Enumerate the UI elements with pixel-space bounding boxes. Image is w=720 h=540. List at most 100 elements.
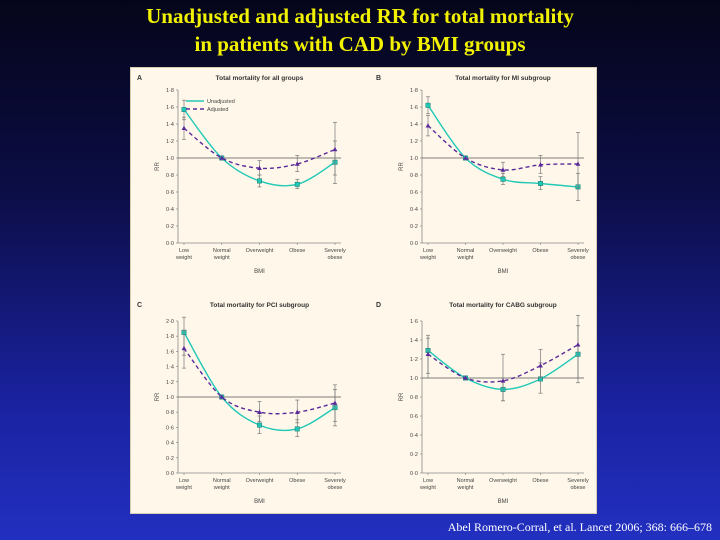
series-line-adjusted [183, 347, 336, 415]
x-tick-label: Normal [213, 248, 231, 254]
x-tick-label: weight [213, 485, 230, 491]
y-tick-label: 1·8 [166, 88, 174, 94]
y-tick-label: 0·2 [166, 224, 174, 230]
x-tick-label: Low [179, 478, 189, 484]
y-tick-label: 1·0 [166, 156, 174, 162]
data-point-unadjusted [294, 426, 300, 432]
y-tick-label: 1·6 [166, 105, 174, 111]
y-tick-label: 0·2 [166, 456, 174, 462]
data-point-unadjusted [257, 178, 262, 184]
data-point-adjusted [500, 167, 506, 172]
y-tick-label: 0·6 [166, 425, 174, 431]
x-tick-label: Normal [213, 478, 231, 484]
y-tick-label: 1·6 [166, 349, 174, 355]
x-tick-label: weight [213, 255, 230, 261]
x-tick-label: Low [423, 248, 433, 254]
y-axis-label: RR [155, 162, 161, 171]
x-tick-label: obese [571, 485, 586, 491]
x-axis-label: BMI [254, 499, 265, 505]
y-axis-label: RR [399, 392, 405, 401]
x-tick-label: Obese [532, 478, 548, 484]
y-tick-label: 1·4 [410, 338, 418, 344]
data-point-adjusted [500, 378, 506, 383]
x-tick-label: Overweight [489, 478, 517, 484]
data-point-adjusted [463, 155, 468, 160]
x-tick-label: Obese [532, 248, 548, 254]
x-tick-label: Obese [289, 478, 305, 484]
x-tick-label: Overweight [246, 478, 274, 484]
data-point-unadjusted [181, 107, 187, 112]
x-tick-label: Severely [567, 248, 589, 254]
series-line-adjusted [427, 344, 579, 383]
y-tick-label: 1·0 [166, 395, 174, 401]
data-point-adjusted [538, 162, 543, 167]
y-tick-label: 1·4 [410, 122, 418, 128]
y-tick-label: 1·2 [410, 357, 418, 363]
slide-title: Unadjusted and adjusted RR for total mor… [0, 2, 720, 58]
y-tick-label: 0·8 [410, 395, 418, 401]
x-tick-label: Severely [567, 478, 589, 484]
legend-label: Adjusted [207, 107, 228, 113]
panel-title: Total mortality for PCI subgroup [210, 302, 309, 309]
y-axis-label: RR [399, 162, 405, 171]
x-tick-label: Severely [324, 478, 346, 484]
chart-panel-b: B Total mortality for MI subgroup 0·0 0·2 0·… [376, 75, 589, 275]
data-point-adjusted [332, 400, 338, 405]
x-tick-label: weight [457, 485, 474, 491]
data-point-unadjusted [538, 181, 543, 186]
y-tick-label: 0·8 [166, 173, 174, 179]
slide-title-line-2: in patients with CAD by BMI groups [194, 32, 526, 56]
data-point-adjusted [257, 409, 262, 414]
y-tick-label: 0·6 [166, 190, 174, 196]
x-axis-label: BMI [498, 269, 509, 275]
data-point-adjusted [219, 155, 225, 160]
x-tick-label: obese [571, 255, 586, 261]
chart-figure: A Total mortality for all groups 0·0 0·2 0·4… [137, 75, 589, 505]
panel-letter: A [137, 75, 142, 82]
y-tick-label: 1·0 [410, 156, 418, 162]
y-tick-label: 1·6 [410, 105, 418, 111]
citation: Abel Romero-Corral, et al. Lancet 2006; … [447, 520, 712, 534]
data-point-adjusted [332, 146, 338, 152]
x-tick-label: Severely [324, 248, 346, 254]
y-tick-label: 1·2 [410, 139, 418, 145]
y-axis-label: RR [155, 392, 161, 401]
panel-letter: B [376, 75, 381, 82]
y-tick-label: 1·6 [410, 319, 418, 325]
chart-legend: Unadjusted Adjusted [186, 99, 235, 113]
data-point-adjusted [463, 375, 468, 380]
data-point-adjusted [219, 394, 225, 399]
data-point-adjusted [294, 161, 300, 166]
x-tick-label: Overweight [246, 248, 274, 254]
x-tick-label: weight [419, 255, 436, 261]
data-point-unadjusted [425, 102, 431, 108]
data-point-adjusted [538, 363, 543, 368]
x-axis-label: BMI [254, 269, 265, 275]
y-tick-label: 0·2 [410, 224, 418, 230]
y-tick-label: 1·8 [166, 334, 174, 340]
legend-label: Unadjusted [207, 99, 235, 105]
data-point-unadjusted [500, 176, 506, 182]
y-tick-label: 0·4 [166, 441, 174, 447]
chart-panel-c: C Total mortality for PCI subgroup 0·0 0·2 0… [137, 302, 346, 505]
y-tick-label: 1·2 [166, 380, 174, 386]
panel-title: Total mortality for MI subgroup [455, 75, 551, 82]
chart-panel-a: A Total mortality for all groups 0·0 0·2 0·4… [137, 75, 346, 275]
y-tick-label: 0·6 [410, 414, 418, 420]
y-tick-label: 1·4 [166, 365, 174, 371]
y-tick-label: 0·4 [166, 207, 174, 213]
x-axis-label: BMI [498, 499, 509, 505]
panel-letter: C [137, 302, 142, 309]
data-point-adjusted [181, 345, 187, 351]
panel-letter: D [376, 302, 381, 309]
x-tick-label: obese [328, 255, 343, 261]
figure-panel: A Total mortality for all groups 0·0 0·2 0·4… [130, 67, 597, 514]
y-tick-label: 1·8 [410, 88, 418, 94]
data-point-unadjusted [294, 181, 300, 187]
x-tick-label: Low [423, 478, 433, 484]
x-tick-label: weight [175, 255, 192, 261]
y-tick-label: 0·0 [410, 471, 418, 477]
y-tick-label: 0·0 [166, 241, 174, 247]
y-tick-label: 1·4 [166, 122, 174, 128]
x-tick-label: Overweight [489, 248, 517, 254]
